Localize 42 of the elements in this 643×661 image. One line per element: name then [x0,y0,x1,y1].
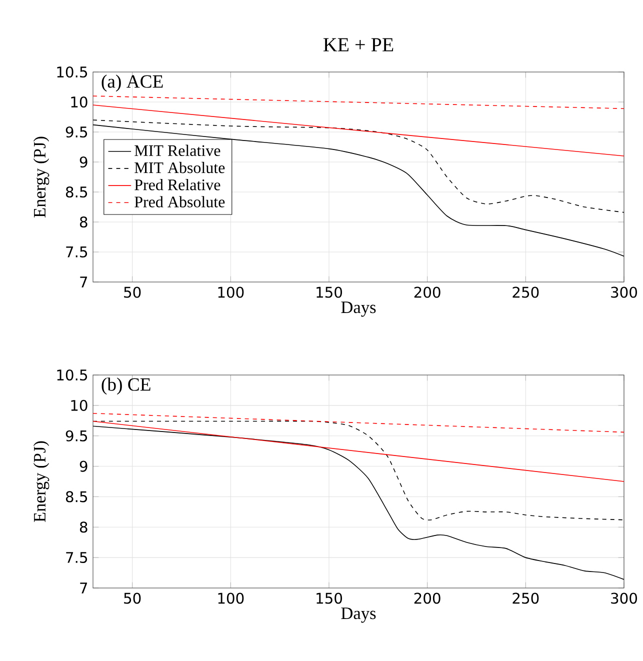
x-axis-title: Days [341,608,376,623]
x-tick-label: 200 [414,592,440,604]
y-tick-label: 8 [80,216,88,228]
y-tick-label: 9.5 [66,430,88,442]
x-tick-label: 300 [611,286,637,298]
legend-label: MIT Absolute [134,162,225,174]
y-tick-label: 7 [80,582,88,594]
y-tick-label: 8.5 [66,491,88,502]
y-axis-title: Energy (PJ) [33,136,50,218]
line-series [92,426,624,580]
x-axis-title: Days [341,302,376,317]
x-tick-label: 150 [316,592,342,604]
annotation: (b) CE [102,378,150,395]
y-tick-label: 9 [80,460,88,472]
y-tick-label: 9.5 [66,126,88,138]
x-tick-label: 50 [124,286,141,298]
x-tick-label: 300 [611,592,637,604]
y-tick-label: 10 [71,96,88,108]
y-tick-label: 7.5 [66,552,88,564]
y-tick-label: 8.5 [66,186,88,198]
y-tick-label: 7 [80,276,88,288]
annotation: (a) ACE [102,74,163,92]
chart-title: $KE + PE$ [323,38,394,52]
y-tick-label: 7.5 [66,246,88,258]
x-tick-label: 100 [218,286,244,298]
x-tick-label: 250 [512,592,539,604]
y-tick-label: 10 [71,400,88,411]
y-tick-label: 8 [80,522,88,533]
y-tick-label: 10.5 [57,369,87,381]
x-tick-label: 100 [218,592,244,604]
line-series [92,124,624,257]
x-tick-label: 50 [124,592,141,604]
y-tick-label: 9 [80,156,88,168]
x-tick-label: 250 [512,286,539,298]
line-series [92,120,624,213]
legend-label: Pred Relative [134,179,220,190]
x-tick-label: 150 [316,286,342,298]
y-axis-title: Energy (PJ) [33,441,50,522]
x-tick-label: 200 [414,286,440,298]
y-tick-label: 10.5 [57,66,87,78]
legend-label: MIT Relative [134,144,220,156]
legend-label: Pred Absolute [134,196,225,208]
